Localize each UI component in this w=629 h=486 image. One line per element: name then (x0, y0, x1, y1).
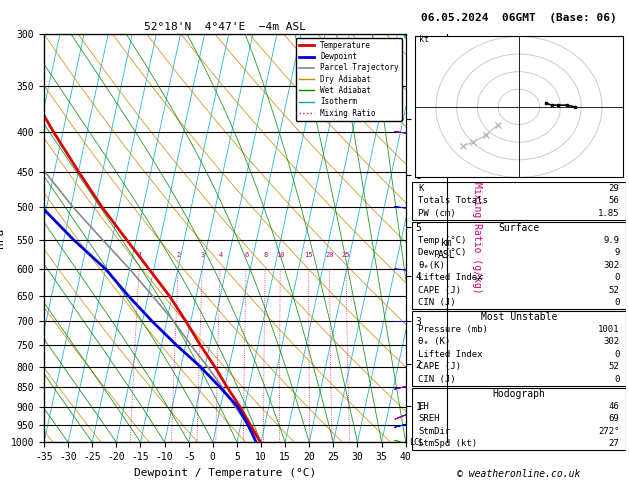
Text: 10: 10 (276, 252, 285, 258)
Text: Temp (°C): Temp (°C) (418, 236, 467, 245)
Text: PW (cm): PW (cm) (418, 209, 456, 218)
Legend: Temperature, Dewpoint, Parcel Trajectory, Dry Adiabat, Wet Adiabat, Isotherm, Mi: Temperature, Dewpoint, Parcel Trajectory… (296, 38, 402, 121)
Text: 56: 56 (609, 196, 620, 206)
Text: 6: 6 (244, 252, 248, 258)
Text: 0: 0 (614, 350, 620, 359)
Text: 29: 29 (609, 184, 620, 193)
Y-axis label: Mixing Ratio (g/kg): Mixing Ratio (g/kg) (472, 182, 482, 294)
Text: 46: 46 (609, 402, 620, 411)
Text: 3: 3 (201, 252, 205, 258)
Text: StmDir: StmDir (418, 427, 450, 435)
Text: 1: 1 (138, 252, 142, 258)
X-axis label: Dewpoint / Temperature (°C): Dewpoint / Temperature (°C) (134, 468, 316, 478)
Text: 25: 25 (342, 252, 350, 258)
Text: LCL: LCL (409, 438, 425, 447)
Text: 8: 8 (263, 252, 267, 258)
Text: CIN (J): CIN (J) (418, 375, 456, 384)
Text: 06.05.2024  06GMT  (Base: 06): 06.05.2024 06GMT (Base: 06) (421, 13, 617, 23)
Text: Lifted Index: Lifted Index (418, 273, 483, 282)
Text: K: K (418, 184, 424, 193)
Text: 52: 52 (609, 286, 620, 295)
Text: CAPE (J): CAPE (J) (418, 286, 462, 295)
Text: kt: kt (420, 35, 429, 44)
Title: 52°18'N  4°47'E  −4m ASL: 52°18'N 4°47'E −4m ASL (144, 22, 306, 32)
Text: 27: 27 (609, 439, 620, 448)
Text: 9: 9 (614, 248, 620, 257)
Text: 0: 0 (614, 375, 620, 384)
Text: 52: 52 (609, 363, 620, 371)
Text: Hodograph: Hodograph (493, 389, 545, 399)
Text: 4: 4 (218, 252, 223, 258)
Text: θₑ(K): θₑ(K) (418, 260, 445, 270)
Text: 272°: 272° (598, 427, 620, 435)
Bar (412, 222, 626, 309)
Text: SREH: SREH (418, 414, 440, 423)
Text: © weatheronline.co.uk: © weatheronline.co.uk (457, 469, 581, 479)
Text: 69: 69 (609, 414, 620, 423)
Text: 1001: 1001 (598, 325, 620, 334)
Text: 2: 2 (177, 252, 181, 258)
Text: Dewp (°C): Dewp (°C) (418, 248, 467, 257)
Text: 0: 0 (614, 273, 620, 282)
Text: 0: 0 (614, 298, 620, 307)
Bar (412, 387, 626, 450)
Text: StmSpd (kt): StmSpd (kt) (418, 439, 477, 448)
Text: Pressure (mb): Pressure (mb) (418, 325, 488, 334)
Text: 15: 15 (304, 252, 313, 258)
Text: CAPE (J): CAPE (J) (418, 363, 462, 371)
Bar (412, 311, 626, 386)
Text: Surface: Surface (498, 223, 540, 233)
Text: θₑ (K): θₑ (K) (418, 337, 450, 347)
Text: Totals Totals: Totals Totals (418, 196, 488, 206)
Text: 302: 302 (603, 337, 620, 347)
Text: 9.9: 9.9 (603, 236, 620, 245)
Bar (412, 182, 626, 220)
Text: 302: 302 (603, 260, 620, 270)
Text: EH: EH (418, 402, 429, 411)
Text: Most Unstable: Most Unstable (481, 312, 557, 322)
Y-axis label: hPa: hPa (0, 228, 5, 248)
Text: Lifted Index: Lifted Index (418, 350, 483, 359)
Text: CIN (J): CIN (J) (418, 298, 456, 307)
Text: 1.85: 1.85 (598, 209, 620, 218)
Text: 20: 20 (325, 252, 334, 258)
Y-axis label: km
ASL: km ASL (438, 238, 455, 260)
